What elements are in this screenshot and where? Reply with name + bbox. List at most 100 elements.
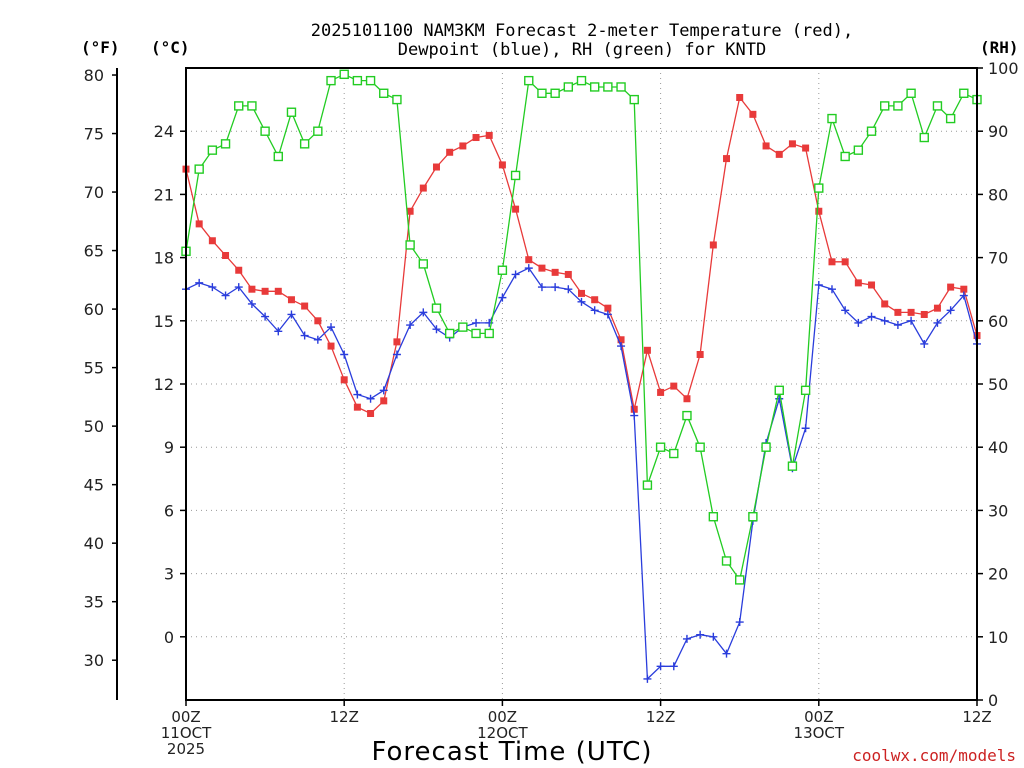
rh-point [893, 101, 903, 111]
rh-point [761, 442, 771, 452]
temperature-point [630, 405, 638, 413]
chart-title-line2: Dewpoint (blue), RH (green) for KNTD [398, 40, 766, 60]
rh-point [234, 101, 244, 111]
axis-ticks: 30 35 40 45 50 55 60 65 70 75 80 0 3 6 9 12 15 18 21 24 0 10 2… [84, 59, 1019, 758]
dewpoint-point [234, 283, 243, 292]
rh-point [471, 328, 481, 339]
dewpoint-point [722, 649, 731, 658]
dewpoint-point [577, 297, 586, 306]
x-tick-label: 00Z [804, 708, 833, 726]
x-tick-label: 13OCT [794, 724, 845, 742]
rh-point [589, 82, 600, 92]
dewpoint-point [827, 285, 836, 294]
dewpoint-point [432, 325, 441, 334]
celsius-tick-label: 12 [154, 375, 174, 394]
rh-point [735, 575, 745, 585]
dewpoint-point [340, 350, 349, 359]
temperature-point [683, 395, 691, 403]
fahrenheit-tick-label: 70 [84, 183, 104, 202]
dewpoint-point [801, 424, 810, 433]
celsius-tick-label: 15 [154, 312, 174, 331]
chart-title-line1: 2025101100 NAM3KM Forecast 2-meter Tempe… [311, 21, 853, 41]
rh-point [405, 240, 415, 250]
rh-point [787, 461, 798, 471]
celsius-axis-label: (°C) [151, 38, 190, 57]
temperature-point [261, 287, 269, 295]
x-tick-label: 2025 [167, 740, 205, 758]
temperature-point [775, 150, 783, 158]
rh-point [247, 101, 257, 111]
temperature-point [947, 283, 955, 291]
temperature-point [485, 131, 493, 139]
rh-point [655, 442, 666, 452]
series-layer [181, 69, 982, 683]
x-tick-label: 00Z [171, 708, 200, 726]
temperature-point [762, 142, 770, 150]
temperature-point [498, 161, 506, 169]
dewpoint-point [551, 283, 560, 292]
temperature-point [446, 148, 454, 156]
celsius-tick-label: 18 [154, 249, 174, 268]
rh-tick-label: 20 [988, 565, 1008, 584]
rh-point [260, 126, 270, 136]
temperature-point [406, 207, 414, 215]
dewpoint-point [511, 270, 520, 279]
credit-link[interactable]: coolwx.com/models [852, 746, 1016, 765]
temperature-point [604, 304, 612, 312]
rh-point [616, 82, 626, 92]
temperature-point [248, 285, 256, 293]
dewpoint-point [366, 394, 375, 403]
temperature-point [802, 144, 810, 152]
fahrenheit-tick-label: 35 [84, 593, 104, 612]
temperature-point [195, 220, 203, 228]
rh-point [339, 69, 349, 80]
dewpoint-point [696, 630, 705, 639]
rh-point [695, 442, 705, 452]
rh-point [431, 303, 442, 313]
celsius-tick-label: 3 [164, 565, 174, 584]
rh-point [379, 88, 389, 98]
dewpoint-point [867, 312, 876, 321]
rh-point [524, 75, 534, 86]
temperature-point [657, 388, 665, 396]
x-tick-label: 11OCT [161, 724, 212, 742]
temperature-point [301, 302, 309, 310]
dewpoint-point [907, 316, 916, 325]
dewpoint-point [669, 662, 678, 671]
temperature-point [472, 134, 480, 142]
fahrenheit-tick-label: 45 [84, 476, 104, 495]
dewpoint-point [261, 312, 270, 321]
dewpoint-point [247, 299, 256, 308]
temperature-point [222, 251, 230, 259]
rh-point [576, 75, 587, 86]
x-tick-label: 12OCT [477, 724, 528, 742]
temperature-point [723, 155, 731, 163]
temperature-point [419, 184, 427, 192]
x-tick-label: 12Z [962, 708, 991, 726]
rh-point [866, 126, 877, 136]
temperature-point [828, 258, 836, 266]
rh-point [497, 265, 508, 275]
dewpoint-point [656, 662, 665, 671]
dewpoint-point [841, 306, 850, 315]
rh-point [603, 82, 613, 92]
temperature-point [367, 409, 375, 417]
dewpoint-point [946, 306, 955, 315]
temperature-point [868, 281, 876, 289]
rh-point [827, 113, 837, 124]
celsius-tick-label: 0 [164, 628, 174, 647]
dewpoint-point [775, 394, 784, 403]
rh-point [880, 101, 890, 111]
x-tick-label: 12Z [646, 708, 675, 726]
fahrenheit-tick-label: 40 [84, 534, 104, 553]
temperature-point [512, 205, 520, 213]
temperature-point [551, 268, 559, 276]
dewpoint-point [959, 291, 968, 300]
dewpoint-point [682, 634, 691, 643]
rh-point [906, 88, 916, 98]
x-tick-label: 00Z [488, 708, 517, 726]
dewpoint-point [392, 350, 401, 359]
temperature-point [459, 142, 467, 150]
dewpoint-point [313, 335, 322, 344]
rh-point [537, 88, 547, 98]
